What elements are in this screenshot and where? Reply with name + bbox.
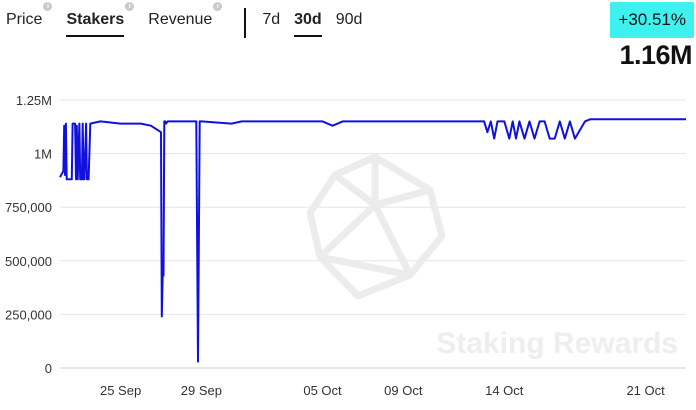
series-group [59, 118, 686, 363]
tab-price[interactable]: Price i [6, 2, 53, 35]
range-30d[interactable]: 30d [294, 8, 322, 37]
x-tick-label: 14 Oct [485, 383, 524, 398]
tab-revenue-label: Revenue [148, 11, 213, 28]
info-icon[interactable]: i [213, 2, 223, 11]
change-badge: +30.51% [610, 2, 694, 38]
x-tick-label: 29 Sep [181, 383, 222, 398]
tab-price-label: Price [6, 11, 43, 28]
x-axis: 25 Sep 29 Sep 05 Oct 09 Oct 14 Oct 21 Oct [60, 367, 686, 398]
current-value: 1.16M [619, 40, 692, 70]
x-tick-label: 09 Oct [384, 383, 423, 398]
watermark-text: Staking Rewards [436, 327, 678, 360]
y-tick-label: 250,000 [5, 307, 52, 322]
info-icon[interactable]: i [43, 2, 53, 11]
tab-stakers[interactable]: Stakers i [66, 2, 135, 37]
y-tick-label: 0 [45, 361, 52, 376]
tab-revenue[interactable]: Revenue i [148, 2, 223, 35]
tab-stakers-label: Stakers [66, 11, 125, 28]
metric-tabs: Price i Stakers i Revenue i 7d 30d 90d [6, 2, 376, 38]
watermark-logo [306, 153, 446, 300]
y-axis: 0 250,000 500,000 750,000 1M 1.25M [5, 93, 52, 376]
x-tick-label: 25 Sep [100, 383, 141, 398]
tab-divider [244, 8, 247, 38]
range-90d[interactable]: 90d [335, 11, 363, 28]
info-icon[interactable]: i [125, 2, 135, 11]
y-tick-label: 750,000 [5, 200, 52, 215]
x-tick-label: 05 Oct [303, 383, 342, 398]
range-7d[interactable]: 7d [262, 11, 281, 28]
stakers-series-line [59, 118, 686, 363]
y-tick-label: 1M [34, 147, 52, 162]
y-tick-label: 1.25M [16, 93, 52, 108]
x-tick-label: 21 Oct [626, 383, 665, 398]
y-tick-label: 500,000 [5, 254, 52, 269]
